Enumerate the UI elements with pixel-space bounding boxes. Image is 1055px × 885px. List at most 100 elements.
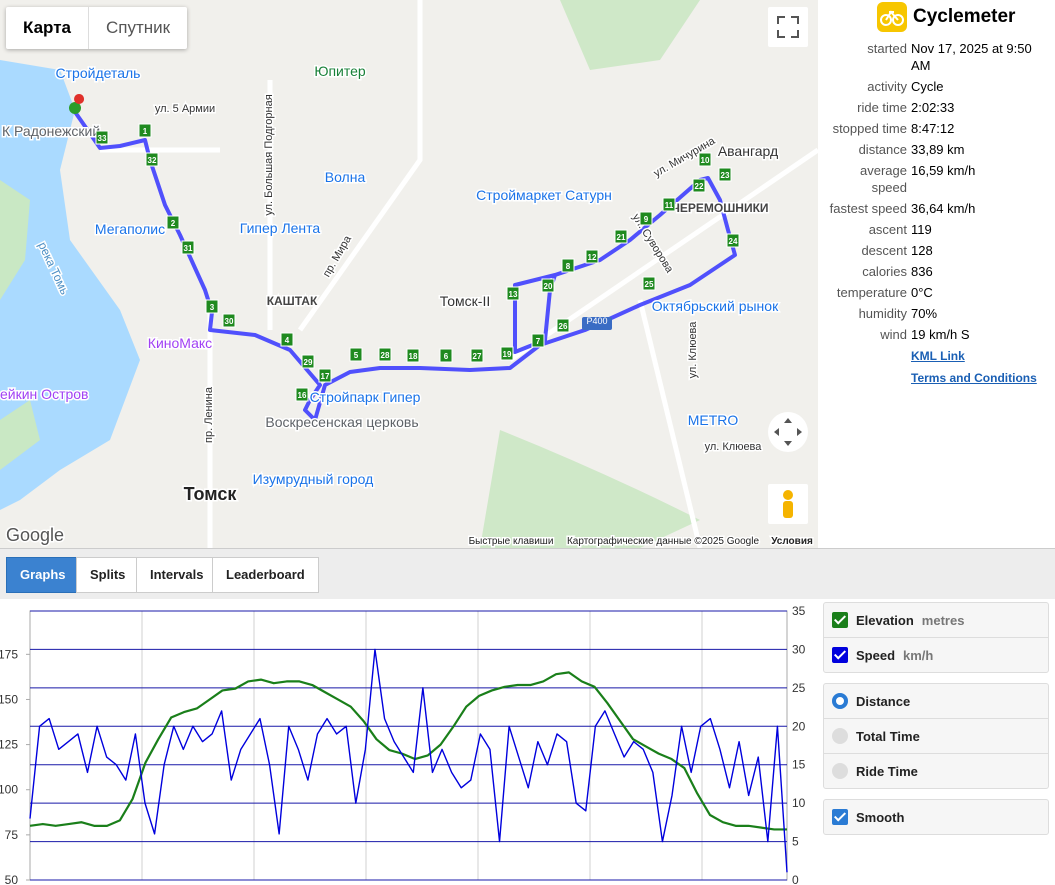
smooth-toggle[interactable]: Smooth <box>824 800 1048 834</box>
map[interactable]: Стройдеталь ул. 5 Армии Юпитер К Радонежски… <box>0 0 818 548</box>
route-marker <box>222 313 236 328</box>
series-toggle-group: Elevation metres Speed km/h <box>823 602 1049 673</box>
checkbox[interactable] <box>832 809 848 825</box>
info-key-empty <box>820 345 909 367</box>
map-label: Юпитер <box>314 63 366 79</box>
option-label: Total Time <box>856 728 920 744</box>
route-marker-label: 25 <box>645 280 654 289</box>
fullscreen-button[interactable] <box>768 7 808 47</box>
route-marker <box>138 123 152 138</box>
route-marker-label: 13 <box>509 290 518 299</box>
x-axis-group: Distance Total Time Ride Time <box>823 683 1049 789</box>
option-label: Ride Time <box>856 763 918 779</box>
tab[interactable]: Graphs <box>6 557 80 593</box>
route-marker-label: 33 <box>98 134 107 143</box>
route-marker <box>692 178 706 193</box>
route-marker-label: 2 <box>171 219 176 228</box>
route-marker <box>642 276 656 291</box>
y2-tick-label: 35 <box>792 604 806 618</box>
route-marker <box>531 333 545 348</box>
route-marker <box>166 215 180 230</box>
info-row: activity Cycle <box>820 76 1055 97</box>
info-link[interactable]: KML Link <box>911 349 965 363</box>
route-marker <box>470 348 484 363</box>
info-value: 119 <box>911 222 932 237</box>
route-marker <box>556 318 570 333</box>
map-label: К Радонежский <box>2 123 100 139</box>
map-label: Условия <box>771 536 813 547</box>
route-marker-label: 11 <box>665 201 674 210</box>
route-marker <box>698 152 712 167</box>
route-marker <box>614 229 628 244</box>
pegman-body <box>783 501 793 518</box>
map-label: ЧЕРЕМОШНИКИ <box>671 201 768 215</box>
series-toggle[interactable]: Speed km/h <box>824 638 1048 672</box>
y-tick-label: 100 <box>0 783 18 797</box>
info-key-empty <box>820 367 909 389</box>
map-label: ул. 5 Армии <box>155 103 215 115</box>
info-link[interactable]: Terms and Conditions <box>911 371 1037 385</box>
info-key: average speed <box>860 163 907 195</box>
route-marker <box>95 130 109 145</box>
info-key: calories <box>862 264 907 279</box>
x-axis-option[interactable]: Distance <box>824 684 1048 719</box>
info-key: fastest speed <box>829 201 907 216</box>
radio[interactable] <box>832 693 848 709</box>
map-label: ул. Большая Подгорная <box>263 94 275 215</box>
route-marker-label: 23 <box>721 171 730 180</box>
pegman-head <box>783 490 793 500</box>
info-row: descent 128 <box>820 240 1055 261</box>
road-shield <box>582 317 612 330</box>
checkbox[interactable] <box>832 647 848 663</box>
route-marker-label: 32 <box>148 156 157 165</box>
route-marker <box>500 346 514 361</box>
route-marker-label: 21 <box>617 233 626 242</box>
map-label: ул. Клюева <box>687 321 699 379</box>
route-marker-label: 7 <box>536 337 541 346</box>
route-marker-label: 10 <box>701 156 710 165</box>
map-label: Томск <box>184 484 238 504</box>
info-key: descent <box>861 243 907 258</box>
map-type-tab[interactable]: Карта <box>6 7 89 49</box>
radio[interactable] <box>832 763 848 779</box>
route-marker-label: 8 <box>566 262 571 271</box>
info-value: 836 <box>911 264 933 279</box>
info-value: 128 <box>911 243 933 258</box>
route-marker <box>585 249 599 264</box>
map-label: Волна <box>325 169 366 185</box>
map-label: Воскресенская церковь <box>265 414 418 430</box>
app-title: Cyclemeter <box>913 6 1016 27</box>
chart-controls: Elevation metres Speed km/h Distance Total Ti… <box>823 602 1049 845</box>
map-type-tab[interactable]: Спутник <box>105 18 171 37</box>
start-pin <box>69 102 81 114</box>
app-icon <box>877 2 907 32</box>
x-axis-option[interactable]: Total Time <box>824 719 1048 754</box>
x-axis-option[interactable]: Ride Time <box>824 754 1048 788</box>
tab[interactable]: Splits <box>76 557 140 593</box>
map-label: Быстрые клавиши <box>469 536 554 547</box>
tab[interactable]: Leaderboard <box>212 557 319 593</box>
info-key: stopped time <box>832 121 907 136</box>
camera-control[interactable] <box>768 412 808 452</box>
map-label: Картографические данные ©2025 Google <box>567 535 759 547</box>
route-marker <box>662 197 676 212</box>
route-marker-label: 5 <box>354 351 359 360</box>
tab[interactable]: Intervals <box>136 557 218 593</box>
map-label: Авангард <box>718 143 778 159</box>
info-key: started <box>867 41 907 56</box>
series-toggle[interactable]: Elevation metres <box>824 603 1048 638</box>
y-tick-label: 150 <box>0 692 18 706</box>
option-label: Distance <box>856 693 911 709</box>
route-marker <box>181 240 195 255</box>
info-value: 8:47:12 <box>911 121 955 136</box>
radio[interactable] <box>832 728 848 744</box>
info-key: ride time <box>857 100 907 115</box>
checkbox[interactable] <box>832 612 848 628</box>
tab-bar: Graphs Splits Intervals Leaderboard <box>0 548 1055 599</box>
info-table: started Nov 17, 2025 at 9:50 AM activity Cy… <box>820 38 1055 389</box>
series-name: Elevation <box>856 612 914 628</box>
route-marker-label: 1 <box>143 127 148 136</box>
fullscreen-icon <box>777 16 799 38</box>
route-marker-label: 17 <box>321 372 330 381</box>
